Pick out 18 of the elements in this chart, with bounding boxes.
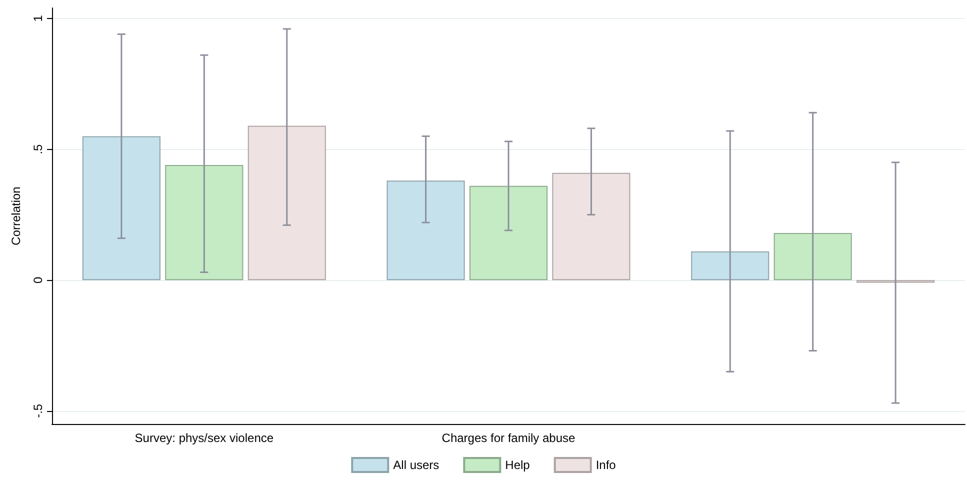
bar (248, 126, 326, 280)
y-tick-label: .5 (31, 144, 45, 154)
bar (469, 186, 548, 280)
y-axis-title: Correlation (9, 186, 23, 246)
bar (552, 172, 630, 280)
y-tick-label: -.5 (31, 404, 45, 418)
legend-label: Info (596, 458, 616, 472)
legend-label: Help (505, 458, 530, 472)
bar (774, 233, 852, 280)
bar (82, 136, 160, 280)
y-tick-label: 0 (31, 276, 45, 284)
y-tick-label: 1 (31, 14, 45, 22)
bar (165, 164, 244, 280)
bar (386, 180, 465, 280)
legend-label: All users (393, 458, 440, 472)
bar (691, 251, 770, 280)
x-tick-label: Charges for family abuse (442, 431, 576, 445)
x-tick-label: Survey: phys/sex violence (134, 431, 274, 445)
